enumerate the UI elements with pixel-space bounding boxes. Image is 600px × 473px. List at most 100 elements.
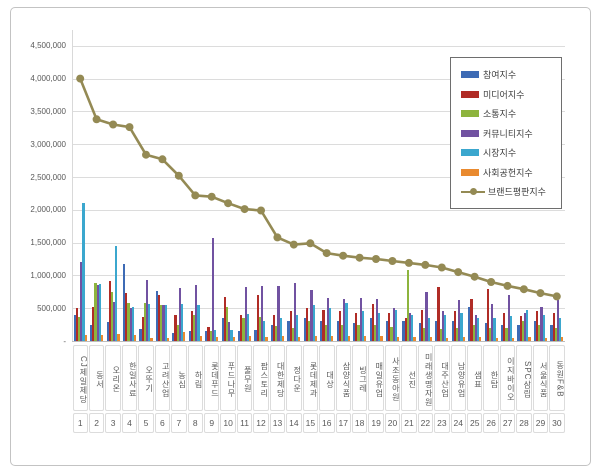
bar <box>174 315 177 341</box>
bar <box>281 336 285 341</box>
bar <box>246 314 249 341</box>
bar <box>394 309 397 341</box>
bar <box>538 324 541 341</box>
bar <box>338 311 342 341</box>
bar-group <box>154 30 170 341</box>
bar <box>406 270 409 341</box>
bar <box>98 283 102 341</box>
bar <box>270 324 274 341</box>
bar <box>404 318 407 341</box>
legend-item: 브랜드평판지수 <box>461 182 557 202</box>
bar <box>507 295 510 341</box>
bar <box>503 313 506 341</box>
bar <box>164 305 167 341</box>
bar-group <box>467 30 483 341</box>
bar <box>556 300 560 341</box>
legend-label: 미디어지수 <box>483 89 525 100</box>
bar <box>519 316 522 341</box>
bar <box>408 313 412 341</box>
bar-group <box>319 30 335 341</box>
bar-group <box>105 30 121 341</box>
gridline <box>72 308 565 310</box>
legend-label: 소통지수 <box>483 109 517 120</box>
category-label: 팜스토리 <box>253 345 269 411</box>
legend-swatch <box>461 168 479 176</box>
category-label: 고려산업 <box>154 345 171 411</box>
bar <box>110 291 114 341</box>
category-label: 푸드나무 <box>220 345 236 411</box>
bar <box>90 324 93 341</box>
bar <box>376 299 379 341</box>
bar <box>388 313 391 341</box>
category-label: 샘표 <box>467 345 483 411</box>
bar <box>275 325 278 341</box>
bar <box>207 326 210 341</box>
bar <box>96 284 99 341</box>
bar <box>82 203 85 341</box>
bar <box>296 314 299 341</box>
bar-group <box>253 30 269 341</box>
category-number: 7 <box>171 413 187 433</box>
bar <box>345 302 348 341</box>
bar <box>474 314 477 341</box>
bar <box>298 337 301 341</box>
bar <box>183 332 186 341</box>
bar <box>517 324 520 341</box>
bar <box>113 301 116 341</box>
bar <box>310 289 313 341</box>
category-axis-labels: CJ제일제당 동서 오리온 한일사료 오뚜기 고려산업 농심 하림 롯데푸드 푸드나무 풀무원 팜스토… <box>72 345 565 411</box>
bar-group <box>302 30 318 341</box>
bar <box>261 285 264 341</box>
bar-group <box>204 30 220 341</box>
legend: 참여지수 미디어지수 소통지수 커뮤니티지수 시장지수 사회공헌지수 브랜드평판지수 <box>450 57 562 209</box>
bar <box>293 283 297 341</box>
category-number: 3 <box>105 413 121 433</box>
bar-group <box>88 30 104 341</box>
category-label: 풀무원 <box>236 345 253 411</box>
category-number: 29 <box>532 413 549 433</box>
legend-label: 사회공헌지수 <box>483 167 533 178</box>
category-number: 22 <box>417 413 434 433</box>
bar <box>320 321 323 341</box>
category-label: 미래생명자원 <box>417 345 434 411</box>
y-tick-label: - <box>63 336 66 346</box>
bar-group <box>187 30 203 341</box>
category-label: 빙그레 <box>351 345 368 411</box>
bar <box>479 337 482 341</box>
bar <box>521 321 525 341</box>
category-label: 하림 <box>187 345 203 411</box>
category-number: 13 <box>269 413 286 433</box>
bar <box>221 318 224 341</box>
category-number: 10 <box>220 413 236 433</box>
bar <box>544 337 548 341</box>
category-label: 사조동아원 <box>384 345 401 411</box>
bar <box>141 316 144 341</box>
bar <box>273 314 276 341</box>
legend-label: 시장지수 <box>483 148 517 159</box>
legend-item: 미디어지수 <box>461 85 557 105</box>
bar <box>441 311 445 341</box>
bar <box>470 299 473 341</box>
bar <box>133 335 137 341</box>
category-label: 한탑 <box>483 345 499 411</box>
bar <box>468 306 471 341</box>
legend-swatch <box>461 110 479 118</box>
bar-group <box>171 30 187 341</box>
bar <box>312 304 315 341</box>
x-axis-baseline <box>72 341 565 342</box>
bar <box>80 262 83 341</box>
category-label: 매일유업 <box>368 345 384 411</box>
bar-group <box>434 30 450 341</box>
bar <box>181 304 184 341</box>
category-number: 19 <box>368 413 384 433</box>
bar <box>495 337 498 341</box>
y-tick-label: 1,000,000 <box>30 270 66 280</box>
bar-group <box>368 30 384 341</box>
bar <box>451 321 454 341</box>
bar <box>322 309 325 341</box>
bar <box>131 306 134 341</box>
bar <box>392 308 395 341</box>
bar <box>491 304 494 341</box>
bar <box>324 324 327 341</box>
bar <box>528 337 531 341</box>
